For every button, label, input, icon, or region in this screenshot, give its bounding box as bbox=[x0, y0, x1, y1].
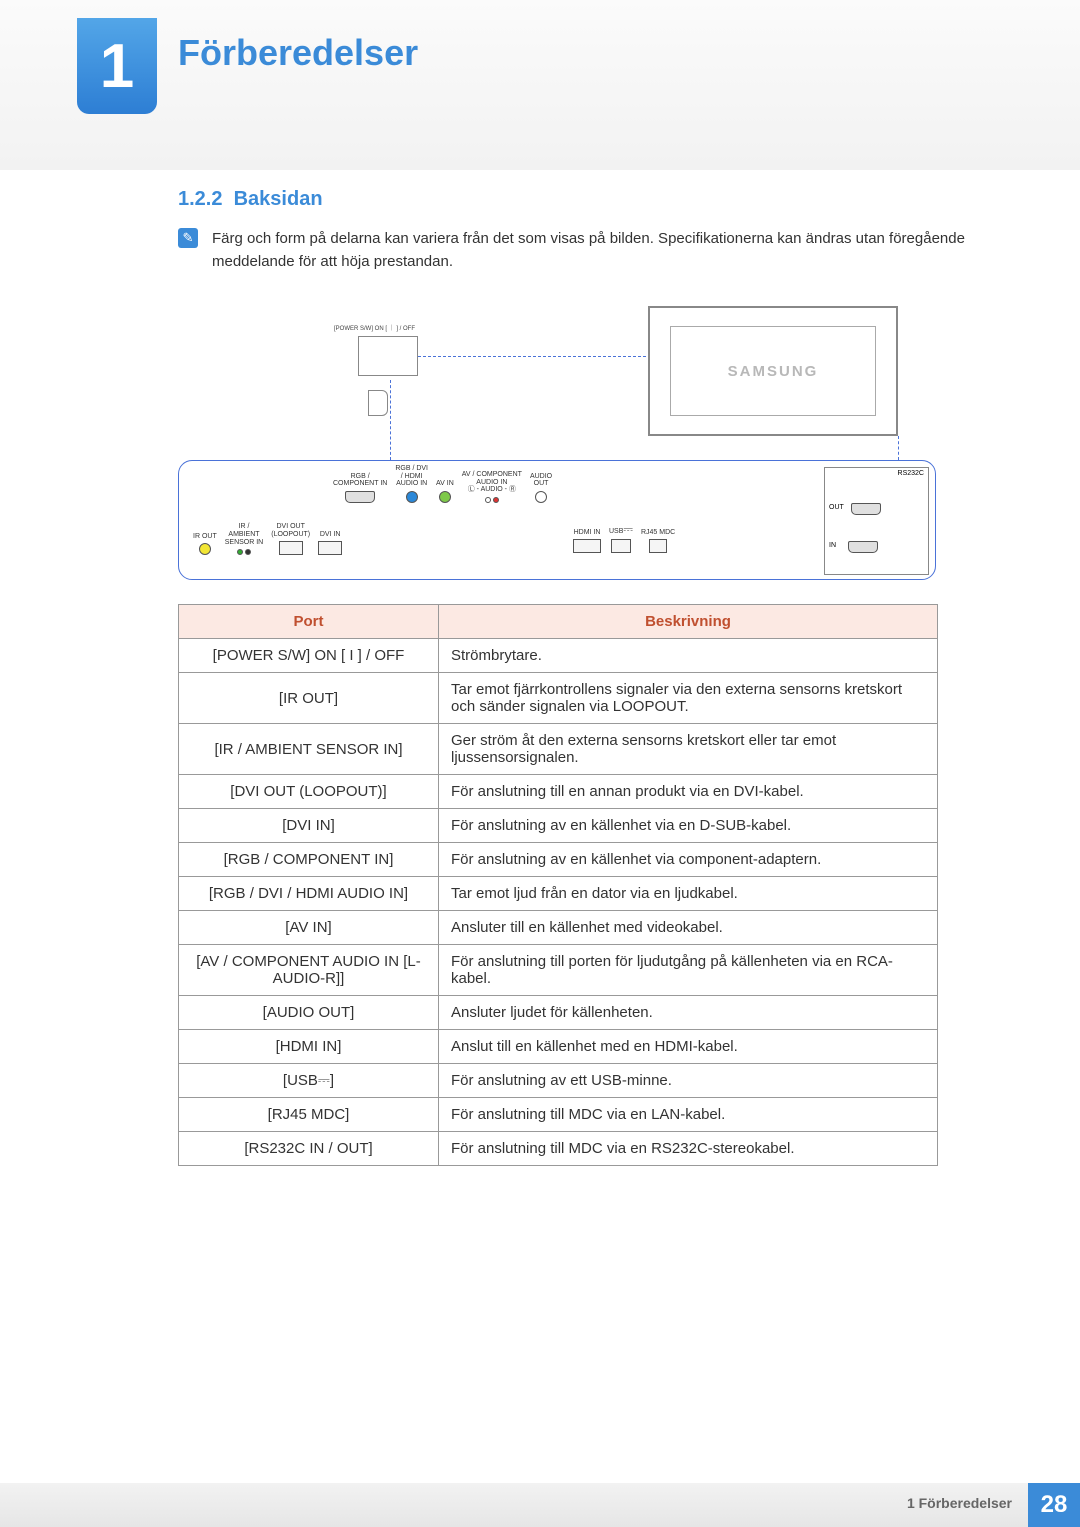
desc-cell: För anslutning till porten för ljudutgån… bbox=[439, 945, 938, 996]
port-label: AV / COMPONENT AUDIO IN Ⓛ - AUDIO - Ⓡ bbox=[462, 471, 522, 494]
table-row: [RS232C IN / OUT]För anslutning till MDC… bbox=[179, 1132, 938, 1166]
port-label: DVI OUT (LOOPOUT) bbox=[271, 523, 310, 538]
desc-cell: För anslutning av ett USB-minne. bbox=[439, 1064, 938, 1098]
port-dvi-out: DVI OUT (LOOPOUT) bbox=[271, 523, 310, 555]
port-label: IR / AMBIENT SENSOR IN bbox=[225, 523, 264, 546]
desc-cell: För anslutning av en källenhet via en D-… bbox=[439, 809, 938, 843]
port-label: OUT bbox=[829, 504, 844, 511]
table-row: [DVI OUT (LOOPOUT)]För anslutning till e… bbox=[179, 775, 938, 809]
port-cell: [IR / AMBIENT SENSOR IN] bbox=[179, 724, 439, 775]
port-cell: [RJ45 MDC] bbox=[179, 1098, 439, 1132]
section-heading: 1.2.2 Baksidan bbox=[178, 188, 323, 211]
note-text: Färg och form på delarna kan variera frå… bbox=[212, 228, 1012, 273]
desc-cell: Ansluter till en källenhet med videokabe… bbox=[439, 911, 938, 945]
port-label: RGB / COMPONENT IN bbox=[333, 473, 387, 488]
section-title: Baksidan bbox=[234, 188, 323, 210]
monitor-brand: SAMSUNG bbox=[670, 326, 876, 416]
port-rgb-component: RGB / COMPONENT IN bbox=[333, 473, 387, 503]
port-ir-out: IR OUT bbox=[193, 533, 217, 556]
usb-icon: ⎓ bbox=[623, 522, 633, 536]
desc-cell: För anslutning till MDC via en LAN-kabel… bbox=[439, 1098, 938, 1132]
table-row: [USB⎓]För anslutning av ett USB-minne. bbox=[179, 1064, 938, 1098]
port-cell: [DVI OUT (LOOPOUT)] bbox=[179, 775, 439, 809]
table-row: [RGB / COMPONENT IN]För anslutning av en… bbox=[179, 843, 938, 877]
port-label: AV IN bbox=[436, 480, 454, 488]
power-switch-label: [POWER S/W] ON [ ｜ ] / OFF bbox=[334, 323, 415, 332]
table-row: [POWER S/W] ON [ I ] / OFFStrömbrytare. bbox=[179, 639, 938, 673]
dash-line bbox=[390, 380, 391, 460]
port-dvi-in: DVI IN bbox=[318, 531, 342, 556]
port-label: USB bbox=[609, 528, 623, 535]
port-cell: [AUDIO OUT] bbox=[179, 996, 439, 1030]
port-cell: [HDMI IN] bbox=[179, 1030, 439, 1064]
table-row: [RJ45 MDC]För anslutning till MDC via en… bbox=[179, 1098, 938, 1132]
port-cell: [USB⎓] bbox=[179, 1064, 439, 1098]
table-row: [IR / AMBIENT SENSOR IN]Ger ström åt den… bbox=[179, 724, 938, 775]
ports-table-body: [POWER S/W] ON [ I ] / OFFStrömbrytare.[… bbox=[179, 639, 938, 1166]
page-number: 28 bbox=[1028, 1483, 1080, 1527]
port-strip: RGB / COMPONENT IN RGB / DVI / HDMI AUDI… bbox=[178, 460, 936, 580]
table-header-desc: Beskrivning bbox=[439, 605, 938, 639]
rear-diagram: [POWER S/W] ON [ ｜ ] / OFF SAMSUNG RGB /… bbox=[178, 300, 938, 590]
table-row: [AUDIO OUT]Ansluter ljudet för källenhet… bbox=[179, 996, 938, 1030]
table-row: [HDMI IN]Anslut till en källenhet med en… bbox=[179, 1030, 938, 1064]
desc-cell: Anslut till en källenhet med en HDMI-kab… bbox=[439, 1030, 938, 1064]
footer-text: 1 Förberedelser bbox=[907, 1495, 1012, 1511]
port-ir-sensor: IR / AMBIENT SENSOR IN bbox=[225, 523, 264, 555]
section-number: 1.2.2 bbox=[178, 188, 222, 210]
desc-cell: Strömbrytare. bbox=[439, 639, 938, 673]
port-cell: [DVI IN] bbox=[179, 809, 439, 843]
power-plug-icon bbox=[368, 390, 388, 416]
ports-table: Port Beskrivning [POWER S/W] ON [ I ] / … bbox=[178, 604, 938, 1166]
port-cell: [RS232C IN / OUT] bbox=[179, 1132, 439, 1166]
desc-cell: Tar emot ljud från en dator via en ljudk… bbox=[439, 877, 938, 911]
table-row: [DVI IN]För anslutning av en källenhet v… bbox=[179, 809, 938, 843]
port-av-in: AV IN bbox=[436, 480, 454, 503]
port-label: RS232C bbox=[898, 470, 924, 477]
port-hdmi-in: HDMI IN bbox=[573, 529, 601, 554]
power-panel bbox=[358, 336, 418, 376]
port-av-component-audio: AV / COMPONENT AUDIO IN Ⓛ - AUDIO - Ⓡ bbox=[462, 471, 522, 503]
table-row: [AV IN]Ansluter till en källenhet med vi… bbox=[179, 911, 938, 945]
desc-cell: Ger ström åt den externa sensorns kretsk… bbox=[439, 724, 938, 775]
port-rgb-dvi-hdmi-audio: RGB / DVI / HDMI AUDIO IN bbox=[395, 465, 428, 503]
table-row: [IR OUT]Tar emot fjärrkontrollens signal… bbox=[179, 673, 938, 724]
rs232c-group: RS232C OUT IN bbox=[824, 467, 929, 575]
page-footer: 1 Förberedelser 28 bbox=[0, 1483, 1080, 1527]
port-cell: [RGB / DVI / HDMI AUDIO IN] bbox=[179, 877, 439, 911]
desc-cell: Ansluter ljudet för källenheten. bbox=[439, 996, 938, 1030]
chapter-title: Förberedelser bbox=[178, 32, 418, 74]
header-band bbox=[0, 0, 1080, 170]
dash-line bbox=[898, 436, 899, 460]
port-cell: [AV IN] bbox=[179, 911, 439, 945]
port-audio-out: AUDIO OUT bbox=[530, 473, 552, 503]
table-header-port: Port bbox=[179, 605, 439, 639]
port-label: RGB / DVI / HDMI AUDIO IN bbox=[395, 465, 428, 488]
note-icon: ✎ bbox=[178, 228, 198, 248]
port-label: HDMI IN bbox=[574, 529, 601, 537]
port-label: IN bbox=[829, 542, 836, 549]
table-row: [RGB / DVI / HDMI AUDIO IN]Tar emot ljud… bbox=[179, 877, 938, 911]
desc-cell: Tar emot fjärrkontrollens signaler via d… bbox=[439, 673, 938, 724]
chapter-number-tab: 1 bbox=[77, 18, 157, 114]
port-cell: [POWER S/W] ON [ I ] / OFF bbox=[179, 639, 439, 673]
chapter-number: 1 bbox=[100, 31, 134, 102]
port-cell: [AV / COMPONENT AUDIO IN [L-AUDIO-R]] bbox=[179, 945, 439, 996]
table-row: [AV / COMPONENT AUDIO IN [L-AUDIO-R]]För… bbox=[179, 945, 938, 996]
port-label: DVI IN bbox=[320, 531, 341, 539]
port-label: AUDIO OUT bbox=[530, 473, 552, 488]
desc-cell: För anslutning av en källenhet via compo… bbox=[439, 843, 938, 877]
desc-cell: För anslutning till MDC via en RS232C-st… bbox=[439, 1132, 938, 1166]
port-cell: [RGB / COMPONENT IN] bbox=[179, 843, 439, 877]
monitor-back: SAMSUNG bbox=[648, 306, 898, 436]
port-usb: USB⎓ bbox=[609, 523, 633, 553]
port-rj45: RJ45 MDC bbox=[641, 529, 675, 554]
port-label: IR OUT bbox=[193, 533, 217, 541]
port-label: RJ45 MDC bbox=[641, 529, 675, 537]
dash-line bbox=[418, 356, 646, 357]
port-cell: [IR OUT] bbox=[179, 673, 439, 724]
desc-cell: För anslutning till en annan produkt via… bbox=[439, 775, 938, 809]
